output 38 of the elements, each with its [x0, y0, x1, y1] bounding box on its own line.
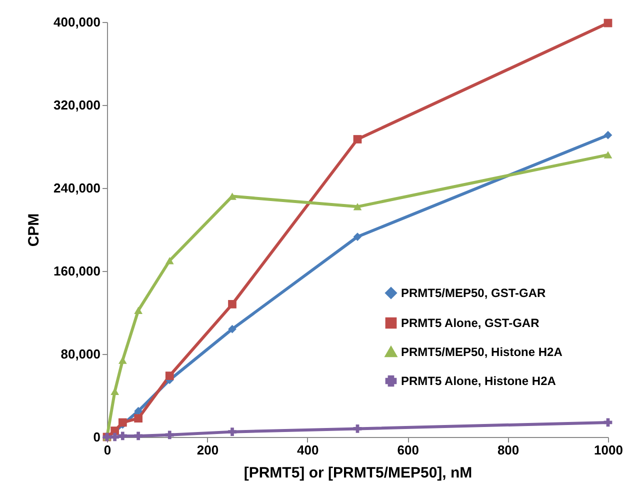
y-tick-label: 240,000	[54, 180, 100, 196]
x-tick-label: 800	[497, 442, 520, 458]
x-tick-label: 600	[397, 442, 419, 458]
y-axis-title: CPM	[26, 213, 43, 247]
legend-label: PRMT5 Alone, Histone H2A	[401, 374, 556, 388]
point	[353, 232, 362, 241]
point	[228, 300, 236, 308]
point	[165, 257, 174, 264]
point	[134, 432, 142, 440]
x-tick-label: 200	[196, 442, 219, 458]
x-tick-label: 0	[104, 442, 112, 458]
point	[110, 432, 120, 442]
point	[228, 428, 236, 436]
point	[353, 203, 362, 210]
y-tick-label: 320,000	[54, 98, 100, 112]
point	[353, 424, 362, 433]
x-tick-label: 400	[297, 442, 319, 458]
y-tick-label: 0	[93, 430, 100, 444]
y-tick-label: 160,000	[54, 264, 100, 278]
point	[604, 151, 612, 158]
point	[353, 135, 362, 144]
point	[134, 306, 142, 314]
point	[134, 406, 142, 416]
point	[604, 130, 612, 140]
point	[118, 356, 127, 364]
y-tick-label: 80,000	[60, 346, 100, 362]
x-tick-label: 1000	[594, 442, 623, 458]
point	[118, 432, 127, 440]
y-tick-label: 400,000	[54, 14, 100, 30]
point	[134, 414, 142, 423]
legend-label: PRMT5/MEP50, Histone H2A	[401, 345, 563, 359]
legend-label: PRMT5/MEP50, GST-GAR	[401, 286, 546, 300]
point	[604, 18, 612, 28]
point	[165, 372, 174, 380]
x-axis-title: [PRMT5] or [PRMT5/MEP50], nM	[244, 464, 472, 482]
legend-label: PRMT5 Alone, GST-GAR	[401, 316, 540, 330]
point	[228, 324, 236, 334]
point	[165, 430, 174, 440]
